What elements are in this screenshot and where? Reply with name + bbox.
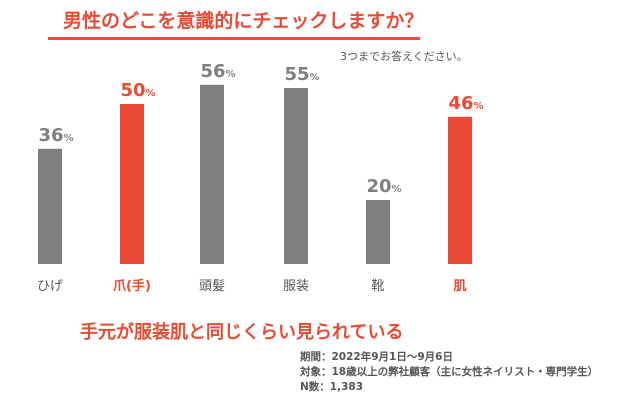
category-label-2: 頭髪 (199, 279, 225, 294)
category-label-4: 靴 (371, 279, 384, 294)
chart-title: 男性のどこを意識的にチェックしますか？ (63, 10, 424, 32)
conclusion-text: 手元が服装肌と同じくらい見られている (80, 322, 404, 343)
bar-5 (448, 116, 472, 264)
survey-period: 期間：2022年9月1日～9月6日 (300, 351, 453, 363)
bar-0 (38, 148, 62, 264)
bar-1 (120, 104, 144, 264)
bar-3 (284, 88, 308, 264)
data-label-2: 56% (200, 61, 235, 82)
survey-info: 期間：2022年9月1日～9月6日 対象：18歳以上の弊社顧客（主に女性ネイリス… (300, 350, 598, 395)
data-label-5: 46% (448, 93, 483, 114)
category-label-1: 爪(手) (113, 278, 151, 294)
data-label-1: 50% (120, 80, 155, 101)
bar-4 (366, 200, 390, 264)
category-label-0: ひげ (37, 279, 63, 294)
title-underline (48, 37, 420, 40)
answer-instruction: 3つまでお答えください。 (340, 50, 468, 63)
survey-target: 対象：18歳以上の弊社顧客（主に女性ネイリスト・専門学生） (300, 366, 599, 378)
survey-sample-size: N数：1,383 (300, 381, 363, 393)
data-label-3: 55% (284, 64, 319, 85)
data-label-0: 36% (38, 125, 73, 146)
bar-chart: 36% ひげ 50% 爪(手) 56% 頭髪 55% 服装 20% 靴 46% 肌 (37, 61, 484, 294)
category-label-5: 肌 (453, 279, 466, 294)
category-label-3: 服装 (283, 279, 309, 294)
data-label-4: 20% (366, 176, 401, 197)
bar-2 (200, 84, 224, 264)
